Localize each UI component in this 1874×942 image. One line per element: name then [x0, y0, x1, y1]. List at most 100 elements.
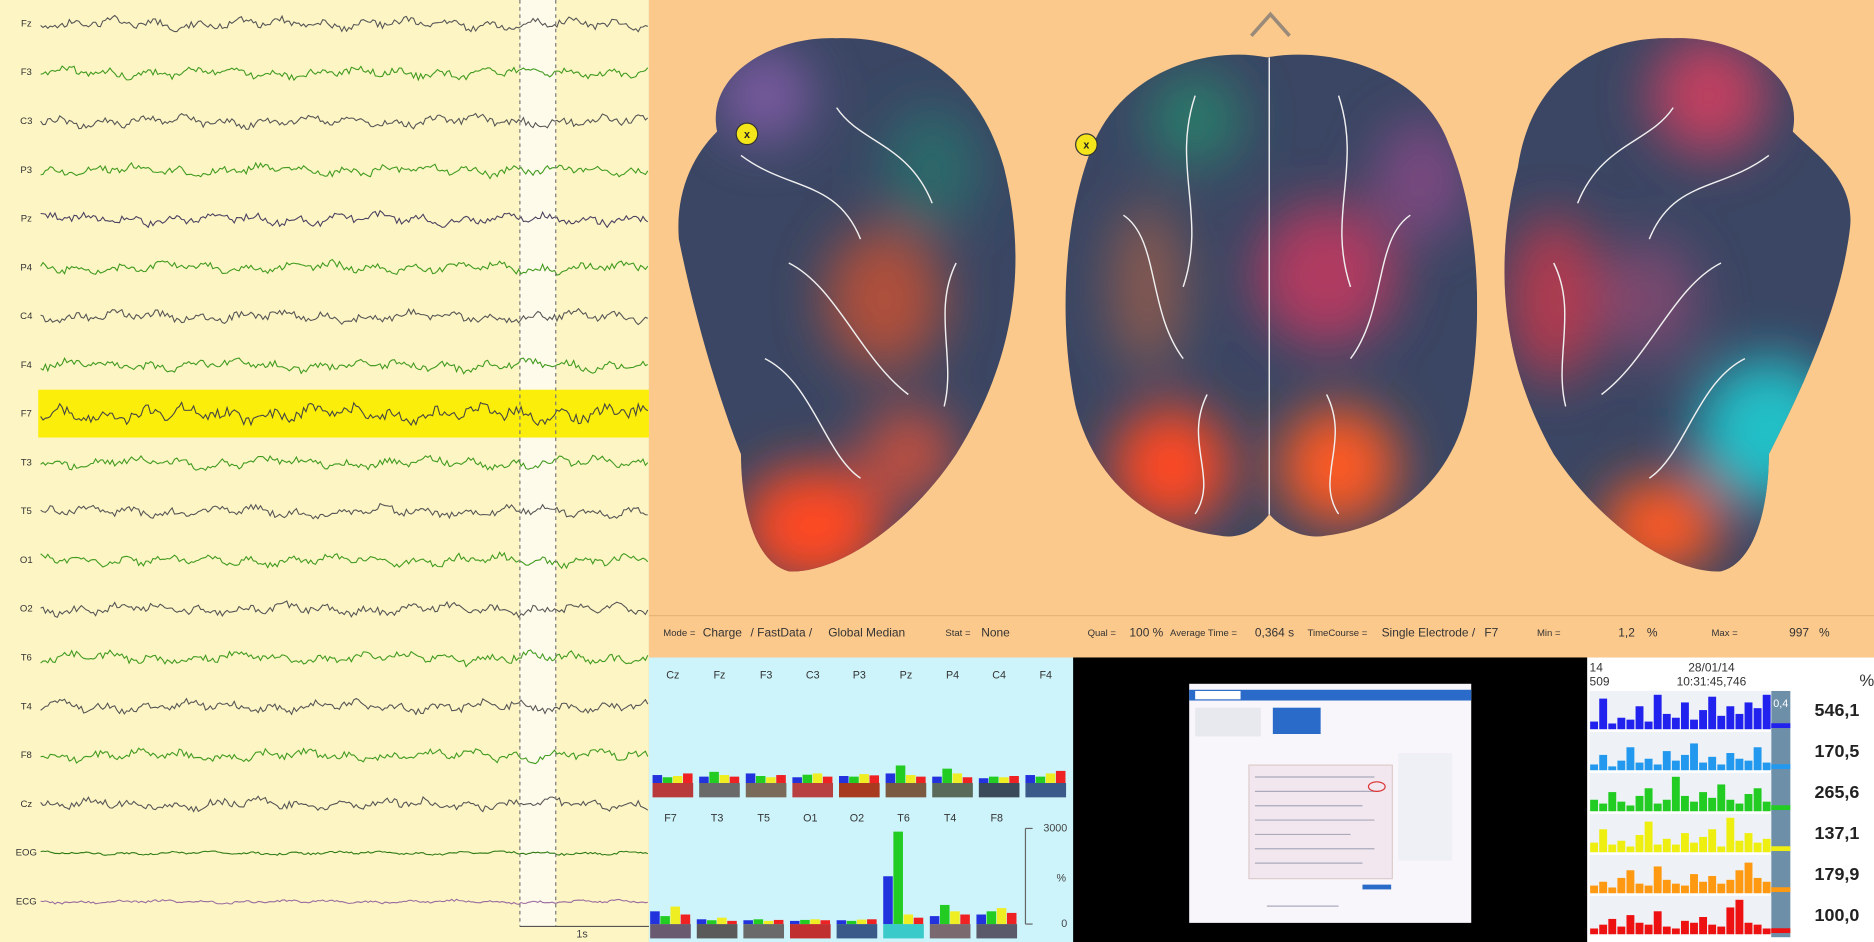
bar	[672, 775, 683, 784]
activity-bar	[1690, 874, 1698, 894]
eeg-trace	[40, 307, 648, 326]
channel-label[interactable]: T3	[21, 457, 32, 468]
electrode-label: P4	[946, 669, 959, 681]
up-arrow[interactable]	[1249, 11, 1291, 38]
activity-bar	[1608, 887, 1617, 894]
bar	[792, 777, 802, 784]
activity-bar	[1690, 743, 1698, 771]
marker[interactable]: x	[1075, 133, 1098, 157]
channel-label[interactable]: C3	[20, 116, 32, 127]
bar	[753, 919, 764, 925]
track-value: 100,0	[1815, 905, 1860, 925]
status-value: 0,364 s	[1255, 626, 1294, 640]
channel-label[interactable]: F8	[21, 750, 32, 761]
channel-label[interactable]: T5	[21, 506, 32, 517]
activity-bar	[1671, 928, 1680, 935]
bar	[662, 777, 673, 784]
track-bg	[1589, 895, 1772, 935]
bar	[696, 919, 707, 925]
brain-top	[1065, 54, 1478, 537]
channel-label[interactable]: Cz	[20, 799, 32, 810]
channel-label[interactable]: F4	[21, 360, 33, 371]
activity-bar	[1753, 924, 1762, 935]
activity-bar	[1644, 885, 1653, 894]
track-level	[1771, 805, 1791, 811]
activity-bar	[1717, 846, 1726, 853]
eeg-trace	[40, 209, 649, 229]
activity-bar	[1626, 870, 1635, 894]
activity-bar	[1626, 915, 1635, 935]
activity-bar	[1717, 715, 1726, 730]
activity-bar	[1599, 829, 1608, 853]
marker[interactable]: x	[735, 122, 759, 146]
channel-label[interactable]: P3	[20, 165, 32, 176]
activity-bar	[1644, 821, 1653, 853]
channel-label[interactable]: O2	[20, 604, 33, 615]
channel-label[interactable]: T6	[21, 652, 32, 663]
bar	[766, 777, 776, 784]
eeg-trace	[40, 454, 649, 472]
activity-bar	[1744, 922, 1753, 935]
bar	[916, 776, 926, 784]
activity-bar	[1762, 801, 1771, 812]
eeg-trace	[40, 161, 649, 180]
bar	[952, 773, 963, 784]
channel-label[interactable]: F3	[21, 67, 32, 78]
activity-bar	[1744, 702, 1753, 730]
channel-label[interactable]: Fz	[21, 18, 32, 29]
activity-bar	[1626, 747, 1635, 771]
bar	[745, 773, 756, 784]
activity-bar	[1599, 881, 1608, 894]
activity-bar	[1671, 883, 1680, 894]
activity-bar	[1680, 702, 1689, 730]
bar	[763, 920, 774, 925]
activity-bar	[1599, 924, 1608, 935]
electrode-label: O1	[803, 813, 817, 825]
track-bg	[1589, 690, 1772, 730]
activity-bar	[1690, 842, 1698, 853]
activity-bar	[1726, 817, 1735, 853]
activity-bar	[1590, 885, 1599, 894]
channel-label[interactable]: P4	[20, 262, 32, 273]
channel-label[interactable]: Pz	[21, 214, 32, 225]
channel-label[interactable]: F7	[21, 409, 32, 420]
bar	[1006, 912, 1017, 925]
electrode-label: C4	[992, 669, 1006, 681]
electrode-label: Pz	[900, 669, 913, 681]
scale-column	[1771, 690, 1791, 938]
channel-label[interactable]: T4	[21, 701, 33, 712]
status-value: Global Median	[828, 626, 905, 640]
bar	[986, 911, 997, 925]
activity-bar	[1590, 928, 1599, 935]
electrode-label: P3	[853, 669, 866, 681]
activity-bar	[1635, 762, 1644, 771]
track-level	[1771, 723, 1791, 729]
channel-label[interactable]: EOG	[16, 848, 37, 859]
bar	[683, 773, 693, 784]
activity-bar	[1690, 801, 1698, 812]
eeg-trace	[40, 697, 649, 716]
electrode-base	[976, 924, 1018, 939]
bar	[856, 919, 867, 925]
activity-bar	[1617, 717, 1626, 730]
activity-bar	[1735, 899, 1744, 935]
bar	[719, 775, 730, 784]
bar	[1035, 776, 1046, 784]
activity-bar	[1680, 920, 1689, 935]
activity-bar	[1662, 713, 1671, 730]
activity-bar	[1590, 799, 1599, 812]
track-bg	[1589, 772, 1772, 812]
activity-bar	[1662, 751, 1671, 771]
activity-bar	[1753, 747, 1762, 771]
track-level	[1771, 764, 1791, 770]
bar	[800, 919, 810, 925]
bar	[709, 771, 719, 784]
channel-label[interactable]: ECG	[16, 896, 37, 907]
electrode-base	[699, 783, 740, 798]
electrode-label: O2	[850, 813, 864, 825]
channel-label[interactable]: O1	[20, 555, 33, 566]
activity-bar	[1680, 833, 1689, 853]
channel-label[interactable]: C4	[20, 311, 33, 322]
